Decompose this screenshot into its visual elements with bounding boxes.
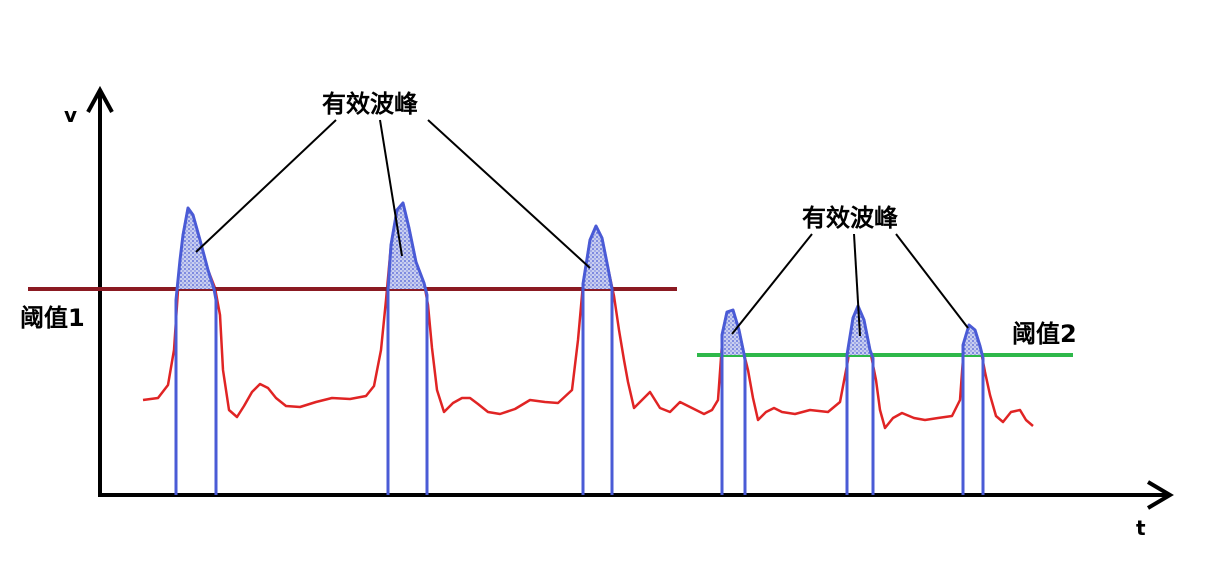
peak-2-outline (386, 201, 429, 495)
peak-3 (581, 224, 614, 495)
peak-4-outline (720, 308, 747, 495)
threshold-2-label: 阈值2 (1012, 320, 1077, 348)
y-axis-label: v (64, 103, 77, 127)
signal-curve (142, 201, 1034, 430)
annotation-group-2: 有效波峰 (731, 204, 969, 337)
x-axis-arrowhead (1146, 480, 1174, 510)
leader-line-peak-4 (731, 233, 813, 335)
peak-5-outline (845, 304, 875, 495)
axes: v t (64, 85, 1174, 540)
valid-peak-label-2: 有效波峰 (802, 204, 898, 232)
leader-line-peak-1 (195, 119, 337, 253)
leader-line-peak-6 (895, 233, 969, 329)
peak-1 (174, 206, 218, 495)
y-axis-arrowhead (86, 85, 114, 113)
leader-line-peak-5 (853, 233, 861, 337)
peak-1-shaded-area (178, 208, 213, 289)
peak-2 (386, 201, 429, 495)
peak-1-outline (174, 206, 218, 495)
valid-peak-label-1: 有效波峰 (322, 90, 418, 118)
peak-6 (961, 323, 985, 495)
leader-line-peak-2 (379, 119, 403, 257)
peak-3-outline (581, 224, 614, 495)
peak-6-outline (961, 323, 985, 495)
leader-line-peak-3 (427, 119, 591, 269)
x-axis-label: t (1136, 516, 1146, 540)
annotation-group-1: 有效波峰 (195, 90, 591, 269)
threshold-1-label: 阈值1 (20, 304, 85, 332)
peak-4 (720, 308, 747, 495)
